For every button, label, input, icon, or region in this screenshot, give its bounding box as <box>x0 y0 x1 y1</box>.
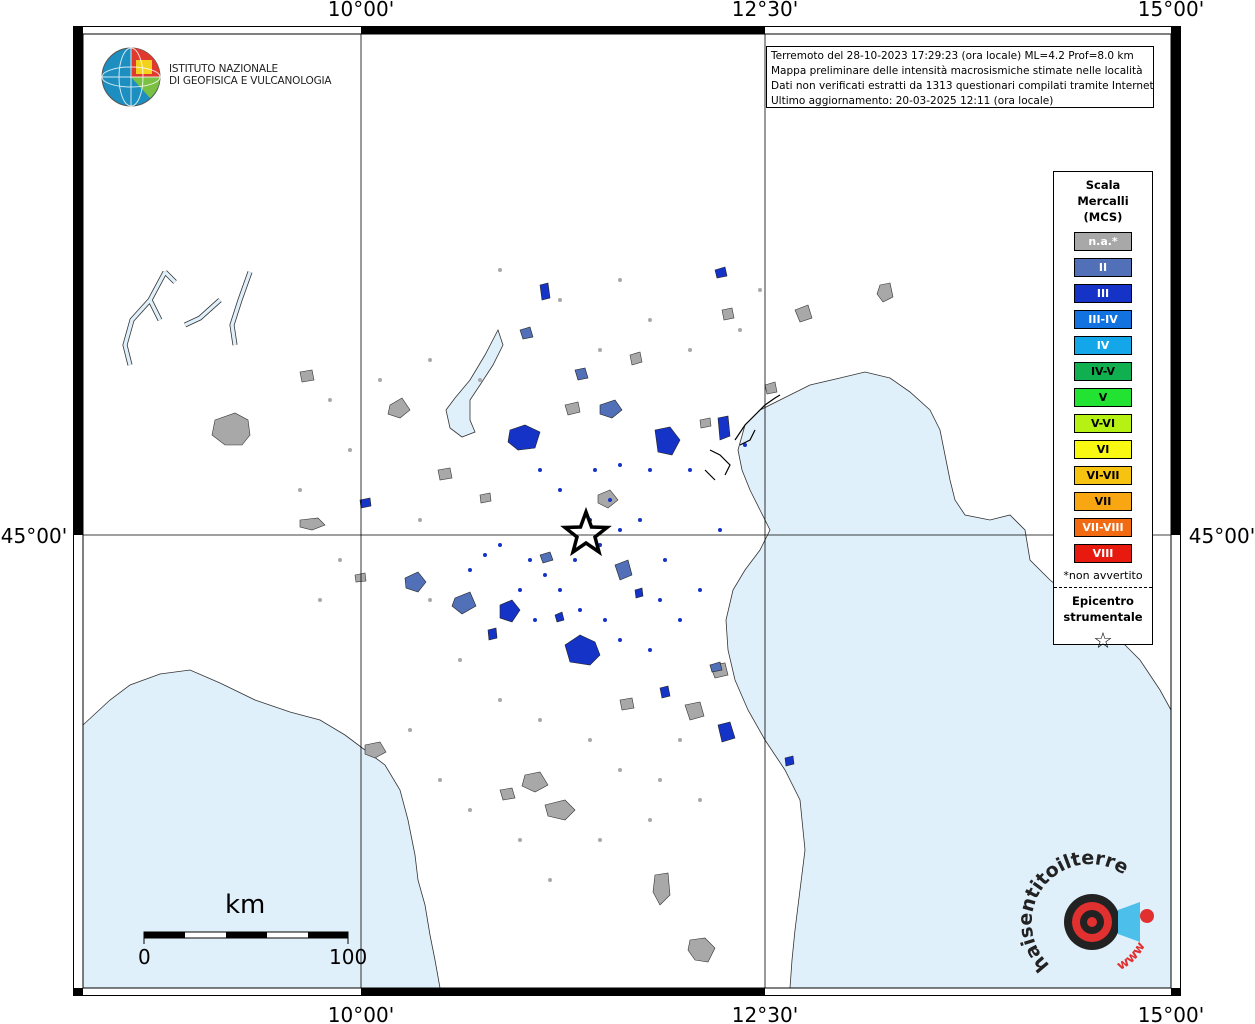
legend-item: II <box>1074 258 1132 277</box>
legend-item: V <box>1074 388 1132 407</box>
legend-note: *non avvertito <box>1063 569 1143 582</box>
legend-item: n.a.* <box>1074 232 1132 251</box>
legend-item: VIII <box>1074 544 1132 563</box>
ingv-line2: DI GEOFISICA E VULCANOLOGIA <box>169 75 332 87</box>
frame-ticks <box>73 26 1181 996</box>
legend-title-line1: Scala <box>1085 178 1121 192</box>
event-info-line3: Dati non verificati estratti da 1313 que… <box>771 80 1154 92</box>
legend-item: V-VI <box>1074 414 1132 433</box>
lon-label-top-1: 10°00' <box>328 0 394 21</box>
lon-label-top-2: 12°30' <box>732 0 798 21</box>
scale-end: 100 <box>329 945 368 969</box>
legend-title-line3: (MCS) <box>1083 210 1123 224</box>
lon-label-bottom-1: 10°00' <box>328 1003 394 1024</box>
adriatic-sea <box>725 371 1171 988</box>
lake-como-fill <box>123 270 177 366</box>
intensity-ii-localities <box>404 326 723 673</box>
intensity-iii-localities <box>359 266 795 767</box>
legend-item: III-IV <box>1074 310 1132 329</box>
ingv-globe-icon <box>101 47 161 107</box>
legend-item: IV-V <box>1074 362 1132 381</box>
lat-label-left: 45°00' <box>1 524 67 548</box>
legend-item: VII-VIII <box>1074 518 1132 537</box>
lon-label-top-3: 15°00' <box>1138 0 1204 21</box>
mcs-legend: Scala Mercalli (MCS) n.a.* II III III-IV IV I… <box>1053 171 1153 654</box>
legend-epicenter-line2: strumentale <box>1063 610 1143 624</box>
event-info-box: Terremoto del 28-10-2023 17:29:23 (ora l… <box>766 46 1154 108</box>
legend-items: n.a.* II III III-IV IV IV-V V V-VI VI VI-VII VII VI… <box>1054 232 1152 563</box>
scale-start: 0 <box>138 945 151 969</box>
na-localities <box>211 282 894 963</box>
legend-item: VI-VII <box>1074 466 1132 485</box>
legend-star-icon: ☆ <box>1093 629 1113 654</box>
lake-iseo-fill <box>184 271 252 346</box>
epicenter-star[interactable] <box>560 506 612 557</box>
lon-label-bottom-2: 12°30' <box>732 1003 798 1024</box>
event-info-line2: Mappa preliminare delle intensità macros… <box>771 65 1143 77</box>
lake-garda <box>445 328 504 438</box>
legend-title-line2: Mercalli <box>1077 194 1129 208</box>
ingv-name: ISTITUTO NAZIONALE DI GEOFISICA E VULCAN… <box>169 63 332 87</box>
graticule <box>83 34 1171 988</box>
legend-item: III <box>1074 284 1132 303</box>
legend-item: VI <box>1074 440 1132 459</box>
event-info-line4: Ultimo aggiornamento: 20-03-2025 12:11 (… <box>771 95 1054 107</box>
haisentito-logo-icon: haisentitoilterremoto.it www. <box>1000 833 1180 990</box>
lat-label-right: 45°00' <box>1189 524 1255 548</box>
lon-label-bottom-3: 15°00' <box>1138 1003 1204 1024</box>
legend-title: Scala Mercalli (MCS) <box>1054 177 1152 225</box>
venice-lagoon <box>704 394 781 481</box>
small-localities <box>468 443 747 652</box>
event-info-line1: Terremoto del 28-10-2023 17:29:23 (ora l… <box>771 50 1134 62</box>
ingv-line1: ISTITUTO NAZIONALE <box>169 63 278 75</box>
legend-epicenter-title: Epicentro strumentale <box>1054 593 1152 625</box>
legend-item: IV <box>1074 336 1132 355</box>
legend-separator <box>1054 587 1152 588</box>
scale-bar <box>143 931 349 944</box>
scale-unit: km <box>225 890 266 920</box>
legend-epicenter-line1: Epicentro <box>1072 594 1134 608</box>
legend-item: VII <box>1074 492 1132 511</box>
small-gray-localities <box>298 268 762 882</box>
